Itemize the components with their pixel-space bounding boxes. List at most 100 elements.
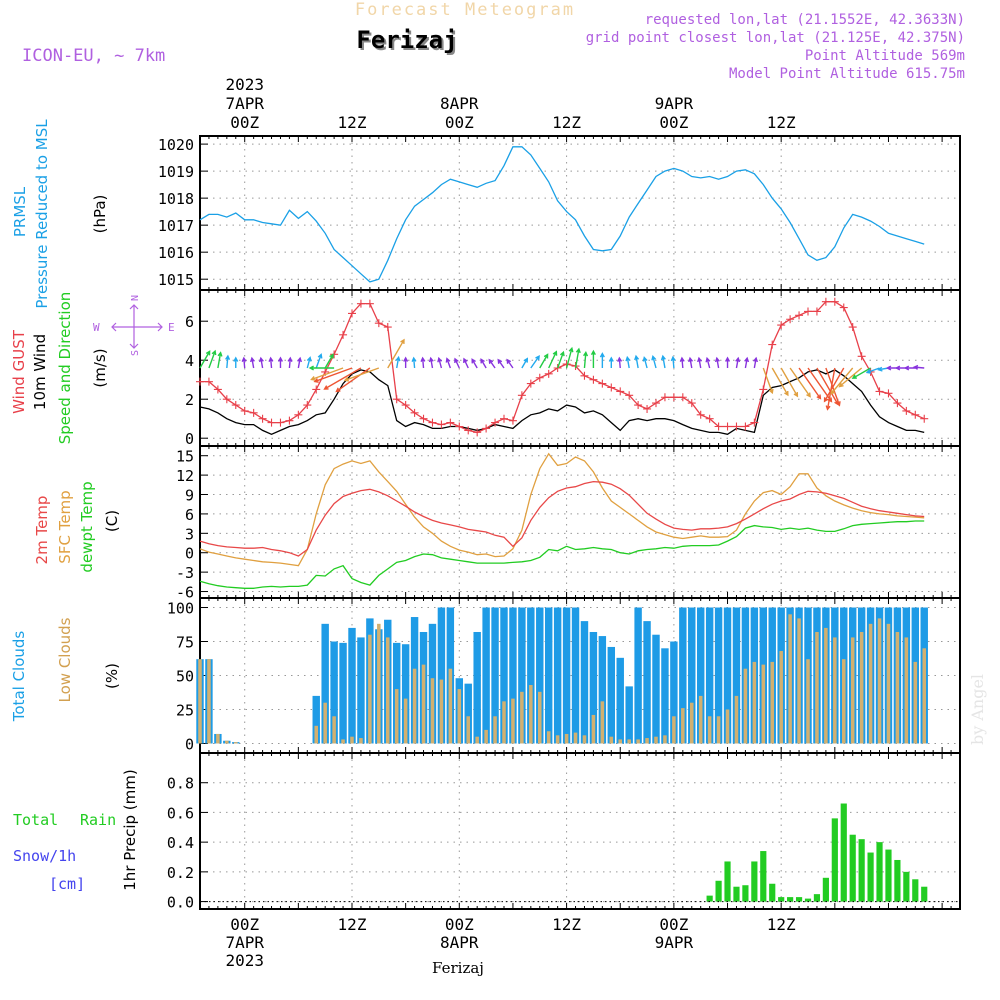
gust-marker [875,387,884,396]
precip-bar [876,842,883,902]
low-cloud-bar [886,623,891,744]
total-cloud-bar [482,607,490,744]
pressure-label-1: PRMSL [11,186,29,237]
gust-marker [303,401,312,410]
gust-marker [419,414,428,423]
clouds-panel: 0 25 50 75 100 [167,597,961,754]
precip-bar [778,897,785,902]
gust-marker [482,424,491,433]
y-tick-label: 0.0 [167,894,194,912]
y-tick-label: 1019 [158,163,194,181]
wind-direction-arrow-icon [903,365,916,371]
wind-direction-arrow-icon [556,350,565,369]
gust-marker [687,399,696,408]
wind-direction-arrow-icon [838,367,863,388]
temp-sfc-label: SFC Temp [56,490,74,563]
low-cloud-bar [922,648,927,744]
wind-direction-arrow-icon [428,356,434,369]
wind-direction-arrow-icon [387,338,405,369]
precip-bar [787,897,794,902]
wind-direction-arrow-icon [323,367,362,390]
wind-direction-arrow-icon [308,365,335,371]
y-tick-label: -3 [176,564,194,582]
gust-marker [374,319,383,328]
wind-direction-arrow-icon [762,367,774,395]
gust-marker [312,385,321,394]
wind-direction-arrow-icon [310,367,344,381]
wind-direction-arrow-icon [306,356,312,369]
low-cloud-bar [439,679,444,744]
total-cloud-bar [500,607,508,744]
gust-marker [678,393,687,402]
top-time-label: 12Z [338,113,367,132]
gust-marker [500,414,508,423]
low-cloud-bar [770,661,775,744]
precip-bar [912,879,919,902]
wind-direction-arrow-icon [471,358,478,369]
low-cloud-bar [833,637,837,744]
wind-direction-arrow-icon [539,353,549,369]
gust-marker [213,385,222,394]
total-cloud-bar [625,686,633,744]
precip-bar [867,852,874,902]
bottom-time-label: 00Z [445,915,474,934]
gust-marker [365,299,374,308]
low-cloud-bar [877,618,882,744]
gust-marker [598,379,607,388]
low-cloud-bar [377,623,381,744]
bottom-time-label: 7APR [225,933,264,952]
wind-direction-arrow-icon [679,356,685,369]
gust-marker [231,401,240,410]
wind-direction-arrow-icon [625,355,631,369]
total-cloud-bar [536,607,544,744]
y-tick-label: 0 [185,735,194,753]
gust-marker [643,404,652,413]
gust-marker [580,371,589,380]
model-altitude: Model Point Altitude 615.75m [729,66,965,82]
y-tick-label: 0.2 [167,864,194,882]
wind-direction-arrow-icon [548,350,558,369]
y-tick-label: 75 [176,634,194,652]
wind-direction-arrow-icon [789,367,811,398]
gust-marker [768,340,777,349]
wind-direction-arrow-icon [315,353,323,369]
low-cloud-bar [582,735,587,744]
low-cloud-bar [725,709,730,744]
gust-marker [616,387,625,396]
low-clouds-label: Low Clouds [56,617,74,702]
gust-marker [196,377,204,386]
total-cloud-bar [321,623,329,744]
total-cloud-bar [437,607,446,744]
gust-marker [786,315,795,324]
total-cloud-bar [312,695,320,744]
low-cloud-bar [841,659,846,744]
dewpoint-line [199,520,925,589]
wind-direction-arrow-icon [744,356,750,369]
wind-direction-arrow-icon [445,357,452,369]
bottom-time-label: 8APR [440,933,479,952]
low-cloud-bar [564,733,569,744]
compass-north: N [130,295,141,301]
y-tick-label: 3 [185,525,194,543]
watermark: by Angel [968,674,987,745]
wind-direction-arrow-icon [249,356,255,369]
low-cloud-bar [403,698,408,744]
wind-direction-arrow-icon [705,356,711,369]
total-cloud-bar [598,636,607,744]
wind-direction-arrow-icon [395,355,401,369]
total-cloud-bar [571,607,580,744]
low-cloud-bar [341,739,345,744]
wind-direction-arrow-icon [617,356,623,369]
total-cloud-bar [348,627,356,744]
y-tick-label: 2 [185,391,194,409]
wind-direction-arrow-icon [313,367,353,383]
low-cloud-bar [314,725,319,744]
gust-marker [267,418,276,427]
compass-south: S [130,350,141,356]
total-cloud-bar [661,648,669,744]
gust-marker [437,420,446,429]
wind-direction-arrow-icon [277,356,284,368]
temp-unit: (C) [103,510,121,532]
top-time-label: 8APR [440,94,479,113]
low-cloud-bar [743,668,748,744]
